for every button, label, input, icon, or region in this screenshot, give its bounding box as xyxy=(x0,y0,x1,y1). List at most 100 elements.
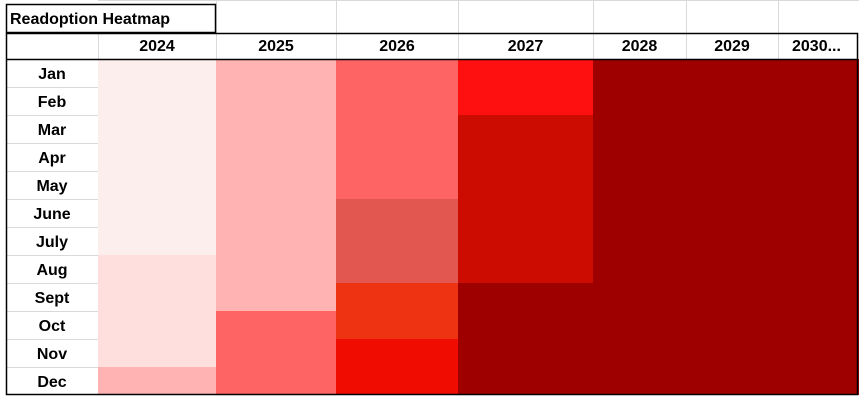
heat-cell xyxy=(593,255,686,283)
heat-cell xyxy=(778,143,859,171)
row-header-label: Sept xyxy=(35,290,70,307)
heat-cell xyxy=(98,171,216,199)
gridlines-layer xyxy=(98,0,859,33)
heat-cell xyxy=(216,115,336,143)
column-header-label: 2027 xyxy=(508,38,544,55)
heat-cell xyxy=(216,255,336,283)
heat-cell xyxy=(593,143,686,171)
heat-cell xyxy=(778,171,859,199)
heat-cell xyxy=(216,283,336,311)
heat-cell xyxy=(593,311,686,339)
labels-layer: Readoption Heatmap 2024 2025 2026 2027 2028 2… xyxy=(10,11,841,391)
row-header-label: Jan xyxy=(38,66,66,83)
chart-title: Readoption Heatmap xyxy=(10,11,170,28)
heat-cell xyxy=(216,171,336,199)
heat-cell xyxy=(458,227,593,255)
heat-cell xyxy=(778,227,859,255)
heat-cell xyxy=(458,143,593,171)
column-header-label: 2030... xyxy=(792,38,841,55)
heat-cell xyxy=(336,115,458,143)
heat-cell xyxy=(686,283,778,311)
heat-cell xyxy=(458,339,593,367)
heat-cell xyxy=(778,199,859,227)
heat-cell xyxy=(458,115,593,143)
heat-cell xyxy=(458,59,593,87)
heat-cell xyxy=(336,339,458,367)
heat-cell xyxy=(336,311,458,339)
table-outer-border xyxy=(5,32,859,396)
heat-cell xyxy=(216,143,336,171)
heat-cell xyxy=(458,171,593,199)
heat-cell xyxy=(593,87,686,115)
column-header-label: 2024 xyxy=(139,38,175,55)
heat-cell xyxy=(216,199,336,227)
heat-cell xyxy=(98,59,216,87)
heat-cell xyxy=(336,199,458,227)
heat-cell xyxy=(593,339,686,367)
heat-cell xyxy=(458,255,593,283)
heat-cell xyxy=(593,283,686,311)
heat-cell xyxy=(593,115,686,143)
row-header-label: Dec xyxy=(37,374,66,391)
heat-cell xyxy=(336,171,458,199)
heat-cell xyxy=(336,227,458,255)
column-header-label: 2025 xyxy=(258,38,294,55)
heat-cell xyxy=(686,227,778,255)
heat-cell xyxy=(458,283,593,311)
heat-cell xyxy=(336,283,458,311)
heat-cell xyxy=(593,199,686,227)
row-header-label: Oct xyxy=(39,318,66,335)
title-cell-border xyxy=(5,3,217,34)
heat-cell xyxy=(593,59,686,87)
row-header-label: Nov xyxy=(37,346,67,363)
heat-cell xyxy=(98,311,216,339)
row-header-label: May xyxy=(36,178,67,195)
heat-cell xyxy=(216,339,336,367)
heat-cell xyxy=(778,255,859,283)
heatmap-cells xyxy=(98,59,859,395)
heat-cell xyxy=(778,283,859,311)
heat-cell xyxy=(98,367,216,395)
heat-cell xyxy=(98,199,216,227)
column-header-label: 2026 xyxy=(379,38,415,55)
heat-cell xyxy=(458,199,593,227)
heat-cell xyxy=(336,59,458,87)
heat-cell xyxy=(686,143,778,171)
heat-cell xyxy=(778,87,859,115)
heat-cell xyxy=(216,311,336,339)
heat-cell xyxy=(778,115,859,143)
heat-cell xyxy=(593,227,686,255)
heat-cell xyxy=(98,115,216,143)
heat-cell xyxy=(336,255,458,283)
heat-cell xyxy=(686,367,778,395)
row-header-label: Apr xyxy=(38,150,66,167)
heat-cell xyxy=(216,87,336,115)
table-borders xyxy=(5,3,859,396)
heat-cell xyxy=(686,59,778,87)
heat-cell xyxy=(98,227,216,255)
row-header-label: Mar xyxy=(38,122,66,139)
heat-cell xyxy=(686,171,778,199)
heat-cell xyxy=(686,115,778,143)
heat-cell xyxy=(98,283,216,311)
heat-cell xyxy=(778,59,859,87)
heat-cell xyxy=(336,367,458,395)
heat-cell xyxy=(336,143,458,171)
heat-cell xyxy=(458,367,593,395)
heat-cell xyxy=(98,87,216,115)
heat-cell xyxy=(336,87,458,115)
heat-cell xyxy=(686,311,778,339)
heat-cell xyxy=(458,311,593,339)
heat-cell xyxy=(98,143,216,171)
heat-cell xyxy=(216,367,336,395)
heat-cell xyxy=(686,199,778,227)
heat-cell xyxy=(593,171,686,199)
heat-cell xyxy=(98,255,216,283)
row-header-label: Aug xyxy=(36,262,67,279)
heat-cell xyxy=(98,339,216,367)
row-header-label: July xyxy=(36,234,68,251)
row-header-label: Feb xyxy=(38,94,67,111)
heat-cell xyxy=(686,87,778,115)
